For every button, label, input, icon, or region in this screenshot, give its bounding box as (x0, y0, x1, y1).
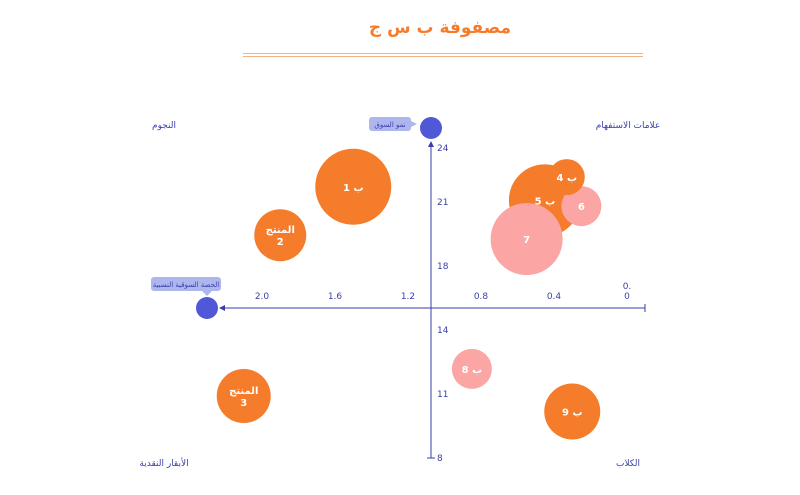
bubble (216, 369, 271, 423)
bubble (254, 209, 307, 262)
bubble (548, 159, 585, 196)
bubble-label: 6 (578, 202, 585, 213)
quadrant-label-cash-cows: الأبقار النقدية (139, 457, 188, 469)
x-axis-end-marker (196, 297, 218, 319)
x-tick-label: 1.2 (401, 292, 415, 302)
x-axis-callout-box (151, 277, 221, 291)
x-tick-label: 2.0 (255, 292, 270, 302)
x-tick-label: 0. 0 (623, 282, 632, 302)
bubble-label: ب 5 (535, 196, 556, 207)
y-tick-label: 21 (437, 198, 448, 208)
title-underline-2 (243, 56, 643, 57)
chart-title: مصفوفة ب س ج (368, 18, 512, 38)
y-tick-label: 11 (437, 390, 448, 400)
bubble-label: 7 (523, 235, 530, 246)
bubbles: ب 1 ب 5 7 ب 9 المنتج 3 المنتج 2 6 ب 8 ب 4 (216, 148, 602, 440)
y-axis-callout-text: نمو السوق (374, 121, 405, 129)
bubble-label: المنتج 3 (229, 386, 258, 409)
bubble (451, 348, 492, 389)
title-underline (243, 53, 643, 54)
y-tick-label: 24 (437, 144, 449, 154)
x-tick-label: 1.6 (328, 292, 343, 302)
y-axis-callout-pointer (411, 121, 417, 127)
bubble (544, 383, 601, 440)
x-tick-label: 0.4 (547, 292, 562, 302)
y-tick-label: 8 (437, 454, 443, 464)
bubble-label: ب 9 (562, 408, 583, 419)
bubble-label: المنتج 2 (266, 225, 295, 248)
y-tick-label: 18 (437, 262, 449, 272)
bubble-label: ب 4 (557, 173, 578, 184)
axes: 2.0 1.6 1.2 0.8 0.4 0. 0 24 21 18 14 11 8 (219, 141, 646, 464)
quadrant-label-dogs: الكلاب (616, 459, 640, 469)
y-tick-label: 14 (437, 326, 449, 336)
axis-end-callouts: نمو السوق الحصة السوقية النسبية (151, 117, 442, 319)
bubble (561, 186, 602, 227)
quadrant-label-stars: النجوم (152, 121, 176, 131)
bubble (315, 148, 392, 225)
y-axis-end-marker (420, 117, 442, 139)
quadrant-label-question-marks: علامات الاستفهام (596, 121, 661, 131)
x-axis-callout-text: الحصة السوقية النسبية (153, 281, 219, 289)
bubble-label: ب 1 (343, 183, 364, 194)
bubble-label: ب 8 (462, 365, 483, 376)
x-axis-callout-pointer (202, 291, 212, 296)
bubble (490, 203, 563, 276)
y-axis-callout-box (369, 117, 411, 131)
x-tick-label: 0.8 (474, 292, 489, 302)
